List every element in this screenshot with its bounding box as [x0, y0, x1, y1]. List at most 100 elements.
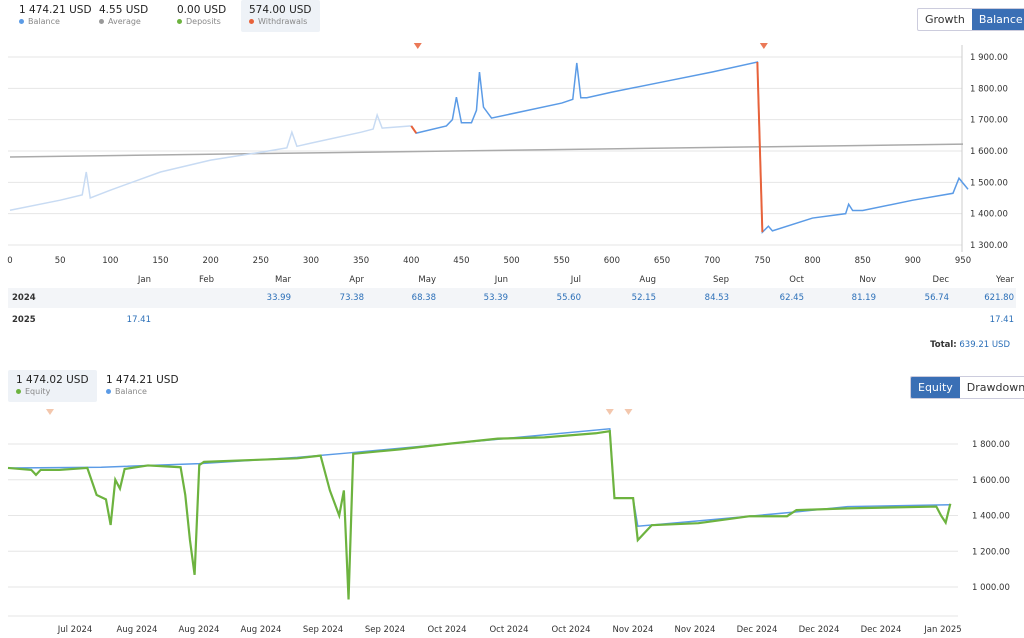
table-row: 2025 17.41 17.41	[8, 310, 1016, 330]
drawdown-button[interactable]: Drawdown	[966, 381, 1024, 394]
month-value[interactable]: 56.74	[924, 293, 949, 303]
x-tick-label: 950	[955, 256, 971, 266]
withdrawal-marker-icon[interactable]	[413, 43, 422, 49]
x-tick-label: 50	[55, 256, 66, 266]
x-tick-label: Oct 2024	[427, 625, 466, 635]
event-marker-icon[interactable]	[45, 409, 54, 415]
x-tick-label: Oct 2024	[489, 625, 528, 635]
x-tick-label: 650	[654, 256, 670, 266]
x-tick-label: 450	[453, 256, 469, 266]
x-tick-label: 100	[102, 256, 118, 266]
table-row: 2024 33.99 73.38 68.38 53.39 55.60 52.15 84.53 6…	[8, 288, 1016, 308]
balance-chart: 1 300.00 1 400.00 1 500.00 1 600.00 1 700.00…	[7, 43, 1008, 266]
growth-button[interactable]: Growth	[925, 13, 965, 26]
year-label: 2024	[12, 293, 36, 303]
legend-dot-icon	[177, 19, 182, 24]
legend-dot-icon	[16, 389, 21, 394]
bottom-chart-toggle: Equity Drawdown	[910, 376, 1024, 399]
month-value[interactable]: 55.60	[556, 293, 581, 303]
stat-label-text: Balance	[115, 387, 147, 396]
y-tick-label: 1 400.00	[972, 512, 1010, 522]
stat-withdrawals[interactable]: 574.00 USD Withdrawals	[241, 0, 320, 32]
stat-equity[interactable]: 1 474.02 USD Equity	[8, 370, 97, 402]
stat-label: Equity	[16, 386, 89, 398]
equity-chart: 1 000.00 1 200.00 1 400.00 1 600.00 1 800.00…	[7, 409, 1010, 635]
y-tick-label: 1 600.00	[972, 476, 1010, 486]
x-tick-label: Aug 2024	[179, 625, 220, 635]
month-header: Apr	[349, 275, 364, 285]
legend-dot-icon	[99, 19, 104, 24]
stat-label-text: Equity	[25, 387, 51, 396]
legend-dot-icon	[249, 19, 254, 24]
x-tick-label: Jan 2025	[923, 625, 961, 635]
month-value[interactable]: 68.38	[411, 293, 436, 303]
month-value[interactable]: 53.39	[483, 293, 508, 303]
stat-label-text: Balance	[28, 17, 60, 26]
x-tick-label: Dec 2024	[861, 625, 902, 635]
x-tick-label: 300	[303, 256, 319, 266]
x-tick-label: 550	[554, 256, 570, 266]
month-header: May	[418, 275, 436, 285]
month-value[interactable]: 52.15	[631, 293, 656, 303]
month-value[interactable]: 62.45	[779, 293, 804, 303]
month-header: Aug	[639, 275, 656, 285]
x-tick-label: Sep 2024	[303, 625, 343, 635]
balance-line	[7, 427, 951, 528]
month-value[interactable]: 17.41	[126, 315, 151, 325]
x-tick-label: Dec 2024	[799, 625, 840, 635]
x-tick-label: 0	[7, 256, 12, 266]
month-header: Nov	[859, 275, 876, 285]
month-header: Mar	[274, 275, 291, 285]
withdrawal-segment	[410, 125, 418, 134]
stat-balance[interactable]: 1 474.21 USD Balance	[11, 0, 100, 32]
stat-balance[interactable]: 1 474.21 USD Balance	[98, 370, 187, 402]
equity-button[interactable]: Equity	[911, 377, 960, 398]
stat-label-text: Deposits	[186, 17, 221, 26]
top-chart-toggle: Growth Balance	[917, 8, 1024, 31]
month-header: Dec	[932, 275, 949, 285]
stat-value: 4.55 USD	[99, 4, 149, 16]
x-tick-label: Jul 2024	[57, 625, 93, 635]
stat-value: 1 474.02 USD	[16, 374, 89, 386]
stat-value: 0.00 USD	[177, 4, 227, 16]
month-header: Year	[996, 275, 1014, 285]
y-tick-label: 1 200.00	[972, 547, 1010, 557]
balance-button[interactable]: Balance	[971, 9, 1024, 30]
event-marker-icon[interactable]	[605, 409, 614, 415]
x-tick-label: Sep 2024	[365, 625, 405, 635]
x-tick-label: Oct 2024	[551, 625, 590, 635]
month-header: Jul	[570, 275, 581, 285]
stat-deposits[interactable]: 0.00 USD Deposits	[169, 0, 234, 32]
trend-line	[9, 143, 964, 158]
x-tick-label: 850	[855, 256, 871, 266]
x-tick-label: 250	[253, 256, 269, 266]
stat-value: 1 474.21 USD	[19, 4, 92, 16]
x-tick-label: 400	[403, 256, 419, 266]
x-tick-label: 350	[353, 256, 369, 266]
withdrawal-marker-icon[interactable]	[759, 43, 768, 49]
stat-label-text: Average	[108, 17, 141, 26]
month-value[interactable]: 81.19	[851, 293, 876, 303]
month-value[interactable]: 621.80	[984, 293, 1014, 303]
month-value[interactable]: 84.53	[704, 293, 729, 303]
y-tick-label: 1 900.00	[970, 53, 1008, 63]
total-value: 639.21 USD	[959, 340, 1010, 350]
x-tick-label: 700	[704, 256, 720, 266]
x-tick-label: 600	[604, 256, 620, 266]
month-value[interactable]: 33.99	[266, 293, 291, 303]
stat-average[interactable]: 4.55 USD Average	[91, 0, 156, 32]
legend-dot-icon	[106, 389, 111, 394]
month-value[interactable]: 17.41	[989, 315, 1014, 325]
y-tick-label: 1 300.00	[970, 241, 1008, 251]
month-header: Jun	[494, 275, 508, 285]
month-value[interactable]: 73.38	[339, 293, 364, 303]
legend-dot-icon	[19, 19, 24, 24]
y-tick-label: 1 600.00	[970, 147, 1008, 157]
event-marker-icon[interactable]	[624, 409, 633, 415]
x-tick-label: Aug 2024	[117, 625, 158, 635]
x-tick-label: 200	[203, 256, 219, 266]
x-tick-label: Aug 2024	[241, 625, 282, 635]
month-header: Oct	[789, 275, 804, 285]
x-tick-label: Dec 2024	[737, 625, 778, 635]
stat-label: Average	[99, 16, 148, 28]
